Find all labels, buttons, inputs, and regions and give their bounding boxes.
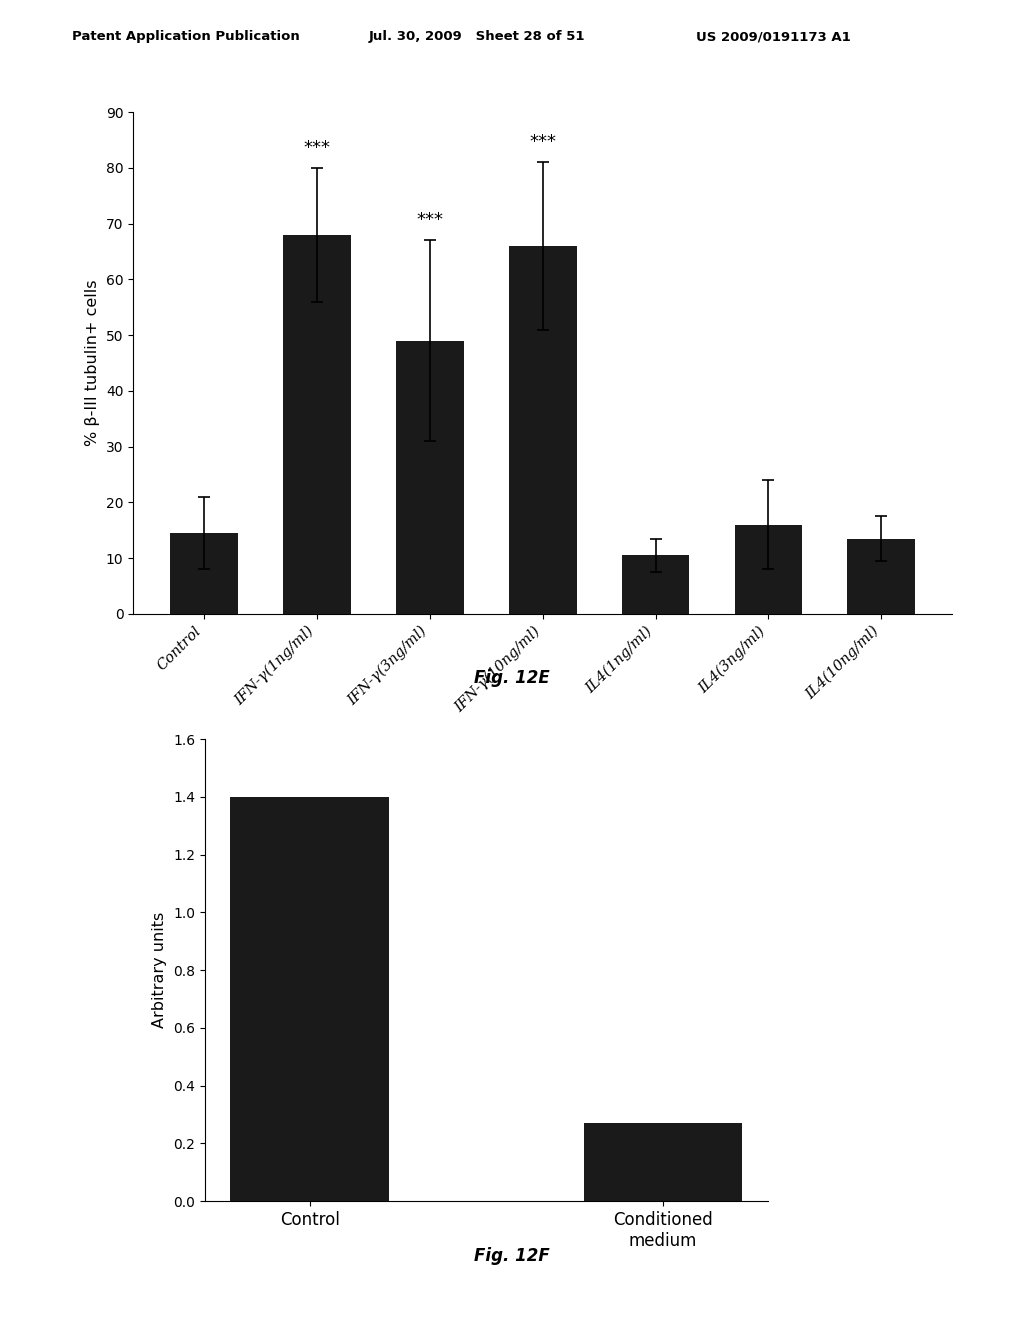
Text: Jul. 30, 2009   Sheet 28 of 51: Jul. 30, 2009 Sheet 28 of 51 [369,30,585,44]
Text: ***: *** [529,133,556,152]
Bar [848,539,915,614]
Bar [509,246,577,614]
Text: Fig. 12E: Fig. 12E [474,669,550,688]
Bar [584,1123,742,1201]
Text: US 2009/0191173 A1: US 2009/0191173 A1 [696,30,851,44]
Bar [396,341,464,614]
Bar [230,797,389,1201]
Bar [170,533,238,614]
Bar [622,556,689,614]
Bar [284,235,351,614]
Text: ***: *** [417,211,443,230]
Text: ***: *** [303,139,331,157]
Text: Patent Application Publication: Patent Application Publication [72,30,299,44]
Text: Fig. 12F: Fig. 12F [474,1247,550,1266]
Y-axis label: % β-III tubulin+ cells: % β-III tubulin+ cells [85,280,100,446]
Bar [734,524,802,614]
Y-axis label: Arbitrary units: Arbitrary units [153,912,167,1028]
